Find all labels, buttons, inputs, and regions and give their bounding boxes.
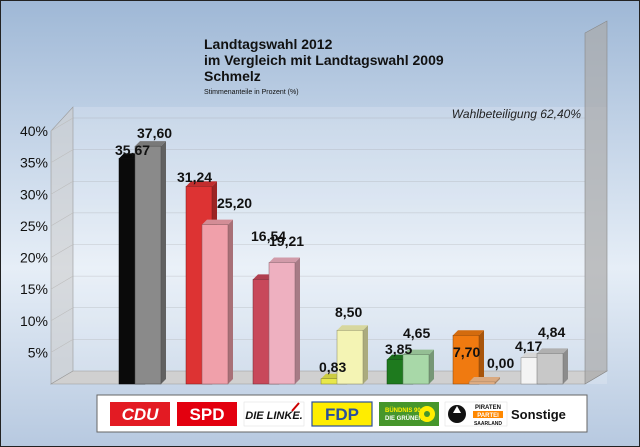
chart-subtitle-1: im Vergleich mit Landtagswahl 2009 (204, 52, 444, 68)
svg-text:SAARLAND: SAARLAND (474, 421, 502, 427)
y-tick-label: 20% (20, 250, 48, 266)
y-tick-label: 25% (20, 218, 48, 234)
value-label-2012-6: 7,70 (453, 344, 480, 360)
bar-2009-6 (468, 377, 500, 385)
gridline-wall (50, 117, 74, 132)
svg-text:BÜNDNIS 90: BÜNDNIS 90 (385, 407, 421, 414)
gridline-wall (50, 212, 74, 227)
value-label-2009-2: 25,20 (217, 195, 252, 211)
value-label-2009-3: 19,21 (269, 233, 304, 249)
turnout-annotation: Wahlbeteiligung 62,40% (452, 107, 582, 121)
chart-title: Landtagswahl 2012 (204, 36, 333, 52)
svg-text:FDP: FDP (325, 405, 359, 424)
svg-text:CDU: CDU (122, 405, 160, 424)
gridline-wall (50, 339, 74, 353)
gridline-wall (50, 180, 74, 195)
die-linke-logo: DIE LINKE. (243, 401, 305, 427)
value-label-2012-5: 3,85 (385, 341, 412, 357)
bar-2009-2 (201, 219, 233, 385)
chart-subtitle-3: Stimmenanteile in Prozent (%) (204, 89, 299, 96)
y-tick-label: 40% (20, 123, 48, 139)
sonstige-label: Sonstige (511, 407, 566, 422)
left-wall (50, 106, 74, 385)
y-tick-label: 10% (20, 313, 48, 329)
value-label-2012-4: 0,83 (319, 359, 346, 375)
value-label-2009-5: 4,65 (403, 325, 430, 341)
bar-2009-7 (536, 348, 568, 385)
value-label-2012-3: 16,54 (251, 228, 286, 244)
gridline-wall (50, 149, 74, 163)
svg-text:PARTEI: PARTEI (477, 413, 499, 419)
y-tick-label: 15% (20, 281, 48, 297)
y-tick-label: 35% (20, 155, 48, 171)
y-tick-label: 30% (20, 186, 48, 202)
gridline-wall (50, 275, 74, 290)
value-label-2009-4: 8,50 (335, 304, 362, 320)
cdu-logo: CDU (110, 402, 170, 426)
value-label-2009-1: 37,60 (137, 125, 172, 141)
bar-2009-4 (336, 325, 368, 385)
svg-text:PIRATEN: PIRATEN (475, 405, 501, 411)
spd-logo: SPD (177, 402, 237, 426)
value-label-2012-7: 4,17 (515, 338, 542, 354)
gridline-wall (50, 244, 74, 258)
gruene-logo: BÜNDNIS 90 DIE GRÜNEN (379, 402, 439, 426)
svg-text:DIE GRÜNEN: DIE GRÜNEN (385, 415, 423, 422)
value-label-2009-6: 0,00 (487, 355, 514, 371)
value-label-2012-1: 35,67 (115, 142, 150, 158)
gridline-wall (50, 307, 74, 322)
bar-2012-6 (452, 330, 484, 385)
bar-2009-1 (134, 141, 166, 385)
right-wall (584, 20, 608, 385)
svg-text:DIE LINKE.: DIE LINKE. (245, 410, 302, 422)
value-label-2012-2: 31,24 (177, 169, 212, 185)
value-label-2009-7: 4,84 (538, 324, 565, 340)
bar-2009-5 (402, 349, 434, 385)
bar-2009-3 (268, 257, 300, 385)
svg-text:SPD: SPD (190, 405, 225, 424)
y-tick-label: 5% (28, 344, 48, 360)
piraten-logo: PIRATEN PARTEI SAARLAND (444, 401, 508, 427)
fdp-logo: FDP (311, 401, 373, 427)
chart-subtitle-2: Schmelz (204, 68, 261, 84)
